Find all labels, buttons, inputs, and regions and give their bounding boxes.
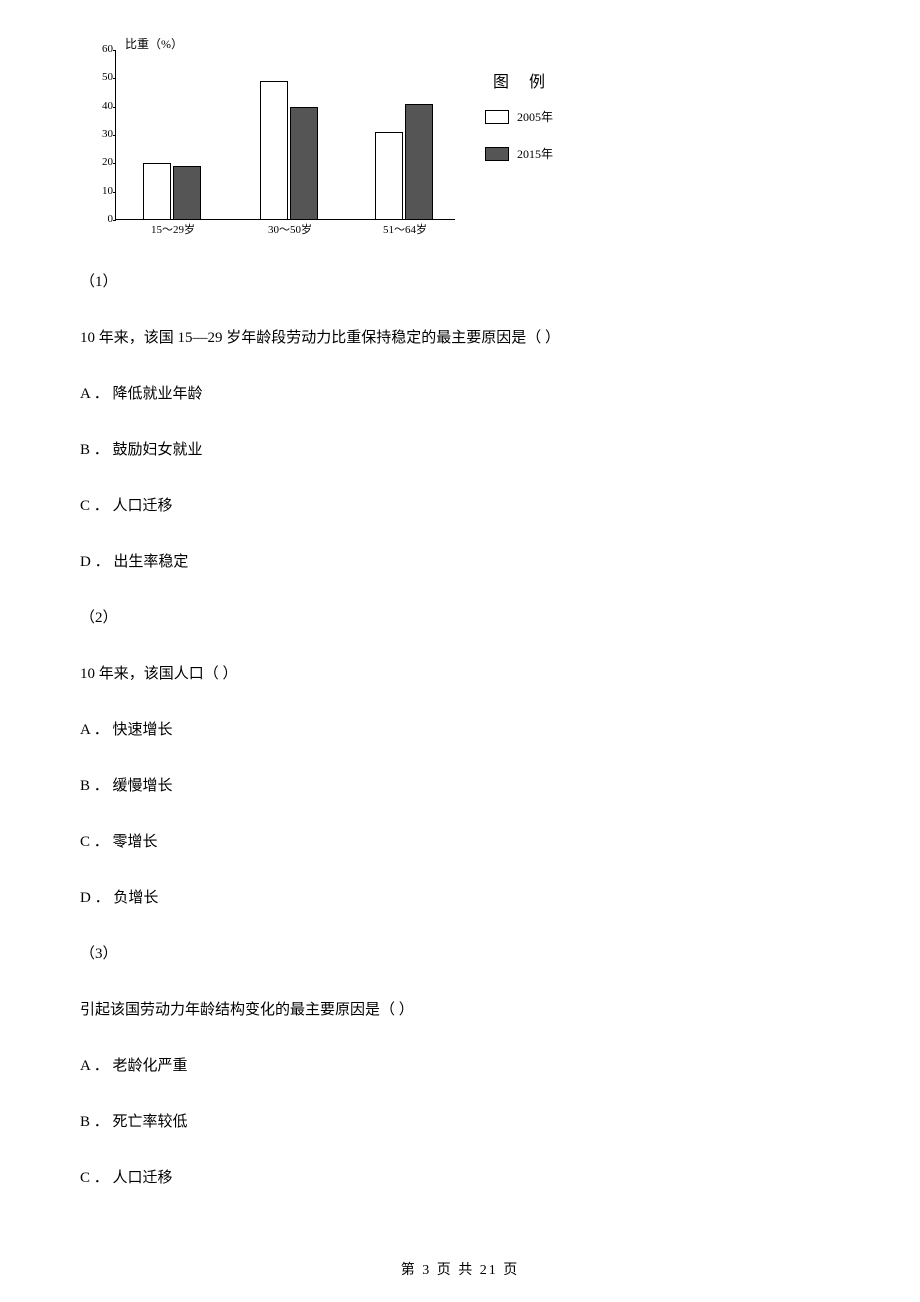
- y-tick-label: 40: [85, 98, 113, 116]
- answer-option[interactable]: B ． 缓慢增长: [80, 774, 840, 798]
- answer-option[interactable]: A ． 老龄化严重: [80, 1054, 840, 1078]
- legend: 图 例 2005年 2015年: [485, 70, 553, 182]
- question-number: （1）: [80, 270, 840, 294]
- x-tick-label: 30～50岁: [268, 222, 312, 240]
- questions-block: （1） 10 年来，该国 15—29 岁年龄段劳动力比重保持稳定的最主要原因是（ …: [80, 270, 840, 1190]
- question-stem: 引起该国劳动力年龄结构变化的最主要原因是（ ）: [80, 998, 840, 1022]
- x-tick-label: 15～29岁: [151, 222, 195, 240]
- legend-item: 2015年: [485, 145, 553, 164]
- bar: [143, 163, 171, 220]
- y-tick-mark: [113, 135, 116, 136]
- answer-option[interactable]: D ． 出生率稳定: [80, 550, 840, 574]
- answer-option[interactable]: B ． 鼓励妇女就业: [80, 438, 840, 462]
- question-stem: 10 年来，该国人口（ ）: [80, 662, 840, 686]
- y-tick-label: 30: [85, 126, 113, 144]
- bar: [405, 104, 433, 220]
- answer-option[interactable]: C ． 零增长: [80, 830, 840, 854]
- y-axis-label: 比重（%）: [125, 35, 183, 54]
- legend-label: 2015年: [517, 145, 553, 164]
- x-tick-label: 51～64岁: [383, 222, 427, 240]
- legend-item: 2005年: [485, 108, 553, 127]
- y-tick-mark: [113, 107, 116, 108]
- y-tick-mark: [113, 163, 116, 164]
- page-footer: 第 3 页 共 21 页: [0, 1260, 920, 1282]
- bar: [260, 81, 288, 220]
- bar: [290, 107, 318, 220]
- question-number: （2）: [80, 606, 840, 630]
- question-number: （3）: [80, 942, 840, 966]
- legend-label: 2005年: [517, 108, 553, 127]
- bar-chart: 比重（%） 0102030405060 15～29岁30～50岁51～64岁: [85, 40, 455, 240]
- answer-option[interactable]: C ． 人口迁移: [80, 1166, 840, 1190]
- legend-swatch-2015: [485, 147, 509, 161]
- legend-title: 图 例: [493, 70, 553, 96]
- y-tick-label: 60: [85, 41, 113, 59]
- question-stem: 10 年来，该国 15—29 岁年龄段劳动力比重保持稳定的最主要原因是（ ）: [80, 326, 840, 350]
- y-tick-mark: [113, 50, 116, 51]
- answer-option[interactable]: B ． 死亡率较低: [80, 1110, 840, 1134]
- chart-container: 比重（%） 0102030405060 15～29岁30～50岁51～64岁 图…: [85, 40, 840, 240]
- y-tick-label: 20: [85, 155, 113, 173]
- answer-option[interactable]: A ． 降低就业年龄: [80, 382, 840, 406]
- legend-swatch-2005: [485, 110, 509, 124]
- answer-option[interactable]: D ． 负增长: [80, 886, 840, 910]
- y-tick-mark: [113, 192, 116, 193]
- bar: [173, 166, 201, 220]
- y-tick-label: 50: [85, 70, 113, 88]
- answer-option[interactable]: A ． 快速增长: [80, 718, 840, 742]
- answer-option[interactable]: C ． 人口迁移: [80, 494, 840, 518]
- y-tick-mark: [113, 78, 116, 79]
- bar: [375, 132, 403, 220]
- y-tick-label: 10: [85, 183, 113, 201]
- y-tick-label: 0: [85, 211, 113, 229]
- y-tick-mark: [113, 220, 116, 221]
